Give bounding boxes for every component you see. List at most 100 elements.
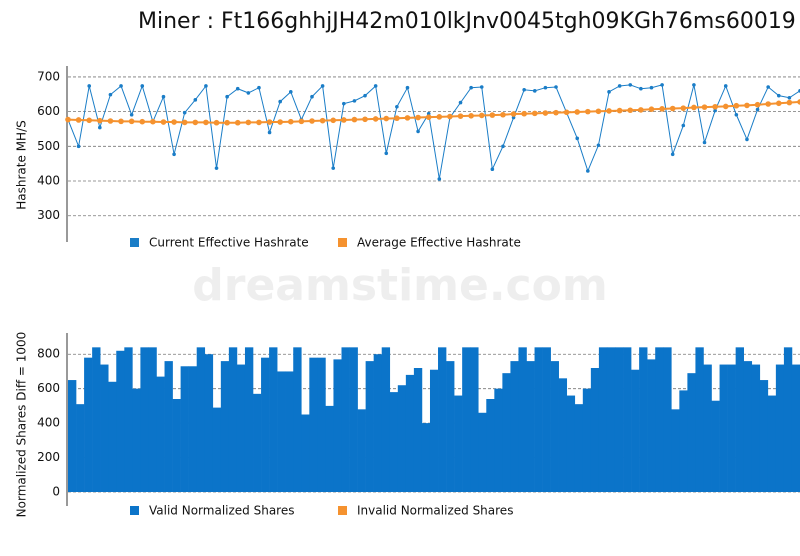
point: [342, 101, 346, 106]
point: [744, 102, 750, 109]
point: [437, 177, 442, 181]
point: [489, 112, 496, 118]
y-tick-label: 0: [52, 485, 60, 499]
point: [574, 109, 581, 115]
bar: [373, 354, 383, 492]
point: [150, 118, 156, 125]
bar: [727, 364, 736, 492]
point: [521, 110, 527, 117]
point: [436, 114, 443, 120]
point: [596, 143, 601, 148]
bar: [719, 364, 728, 492]
bar: [791, 364, 800, 492]
point: [309, 118, 315, 124]
bar: [100, 364, 109, 492]
point: [235, 86, 240, 91]
point: [575, 136, 580, 141]
bar: [574, 404, 584, 492]
bar: [783, 347, 793, 492]
bar: [253, 393, 262, 492]
point: [733, 102, 740, 109]
point: [394, 115, 400, 122]
bar: [518, 347, 527, 492]
legend-label: Valid Normalized Shares: [149, 504, 294, 518]
line: [67, 100, 800, 124]
bar: [389, 392, 399, 492]
page-title: Miner : Ft166ghhjJH42m010lkJnv0045tgh09K…: [138, 9, 796, 34]
point: [86, 117, 93, 124]
point: [553, 109, 559, 116]
bar: [228, 347, 238, 492]
bar: [767, 395, 777, 492]
point: [681, 123, 686, 128]
point: [595, 108, 602, 115]
y-tick-label: 700: [37, 69, 60, 83]
bar: [695, 347, 704, 492]
point: [331, 166, 336, 170]
point: [415, 114, 421, 121]
bar: [526, 361, 535, 492]
bar: [108, 381, 117, 492]
point: [723, 84, 728, 88]
point: [330, 117, 337, 124]
point: [266, 119, 273, 125]
point: [563, 109, 570, 116]
point: [298, 118, 305, 125]
point: [256, 119, 262, 126]
bar: [438, 347, 447, 492]
bar: [663, 347, 672, 492]
point: [129, 112, 134, 117]
line: [67, 84, 800, 180]
point: [351, 116, 358, 123]
bar: [743, 361, 753, 492]
point: [669, 105, 676, 112]
bar: [735, 347, 744, 492]
point: [457, 113, 464, 119]
point: [522, 87, 526, 92]
point: [616, 107, 623, 114]
bar: [132, 388, 141, 492]
y-axis-title: Hashrate MH/S: [15, 120, 29, 209]
watermark: dreamstime.com: [192, 260, 607, 311]
point: [447, 113, 453, 120]
bar: [212, 407, 222, 492]
bar: [534, 347, 543, 492]
point: [479, 85, 484, 89]
point: [383, 115, 390, 122]
bar: [494, 388, 503, 492]
point: [702, 140, 707, 145]
bar: [341, 347, 350, 492]
point: [287, 118, 294, 125]
point: [225, 94, 229, 99]
legend-label: Average Effective Hashrate: [357, 236, 521, 250]
bar: [775, 364, 785, 492]
point: [745, 137, 749, 142]
bar: [598, 347, 608, 492]
point: [416, 129, 420, 134]
bar: [631, 369, 640, 492]
point: [786, 99, 793, 106]
y-tick-label: 200: [37, 450, 60, 464]
bar: [470, 347, 479, 492]
bar: [381, 347, 391, 492]
bar: [478, 412, 487, 492]
legend-swatch: [130, 506, 139, 515]
legend-label: Invalid Normalized Shares: [357, 504, 513, 518]
point: [108, 92, 113, 97]
point: [468, 112, 474, 119]
point: [649, 85, 654, 90]
point: [107, 118, 114, 124]
point: [542, 110, 549, 116]
point: [203, 119, 209, 126]
bar: [357, 409, 366, 492]
point: [531, 110, 538, 117]
point: [267, 130, 272, 135]
bar: [614, 347, 624, 492]
point: [320, 84, 325, 88]
point: [140, 84, 145, 88]
bar: [293, 347, 302, 492]
bar: [590, 368, 600, 492]
bar: [759, 380, 769, 492]
point: [659, 106, 665, 112]
bar: [124, 347, 133, 492]
